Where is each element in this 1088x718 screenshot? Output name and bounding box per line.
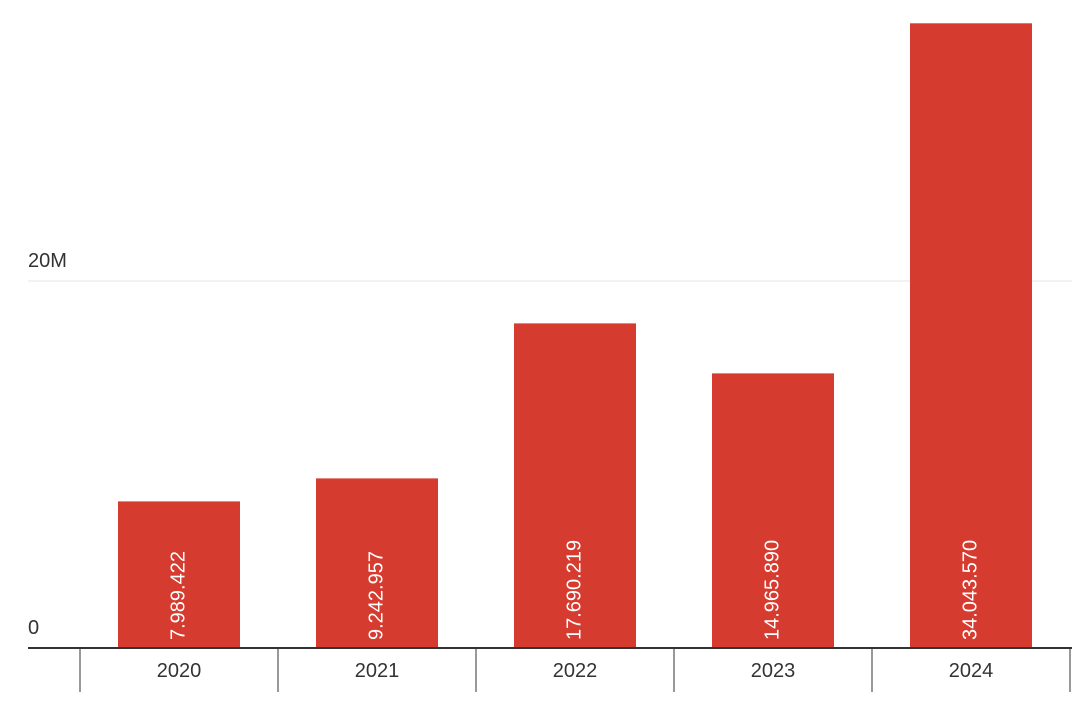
value-label: 7.989.422 xyxy=(167,551,189,640)
value-label: 17.690.219 xyxy=(563,540,585,640)
bar xyxy=(316,478,438,648)
bar xyxy=(514,323,636,648)
x-tick-label: 2024 xyxy=(949,660,994,682)
bar xyxy=(910,23,1032,649)
value-label: 34.043.570 xyxy=(959,540,981,640)
x-tick-label: 2021 xyxy=(355,660,400,682)
bar xyxy=(118,501,240,648)
y-tick-label: 20M xyxy=(28,250,67,272)
y-tick-label: 0 xyxy=(28,617,39,639)
x-tick-label: 2023 xyxy=(751,660,796,682)
value-label: 14.965.890 xyxy=(761,540,783,640)
value-label: 9.242.957 xyxy=(365,551,387,640)
x-tick-label: 2020 xyxy=(157,660,202,682)
bar xyxy=(712,373,834,648)
x-tick-label: 2022 xyxy=(553,660,598,682)
